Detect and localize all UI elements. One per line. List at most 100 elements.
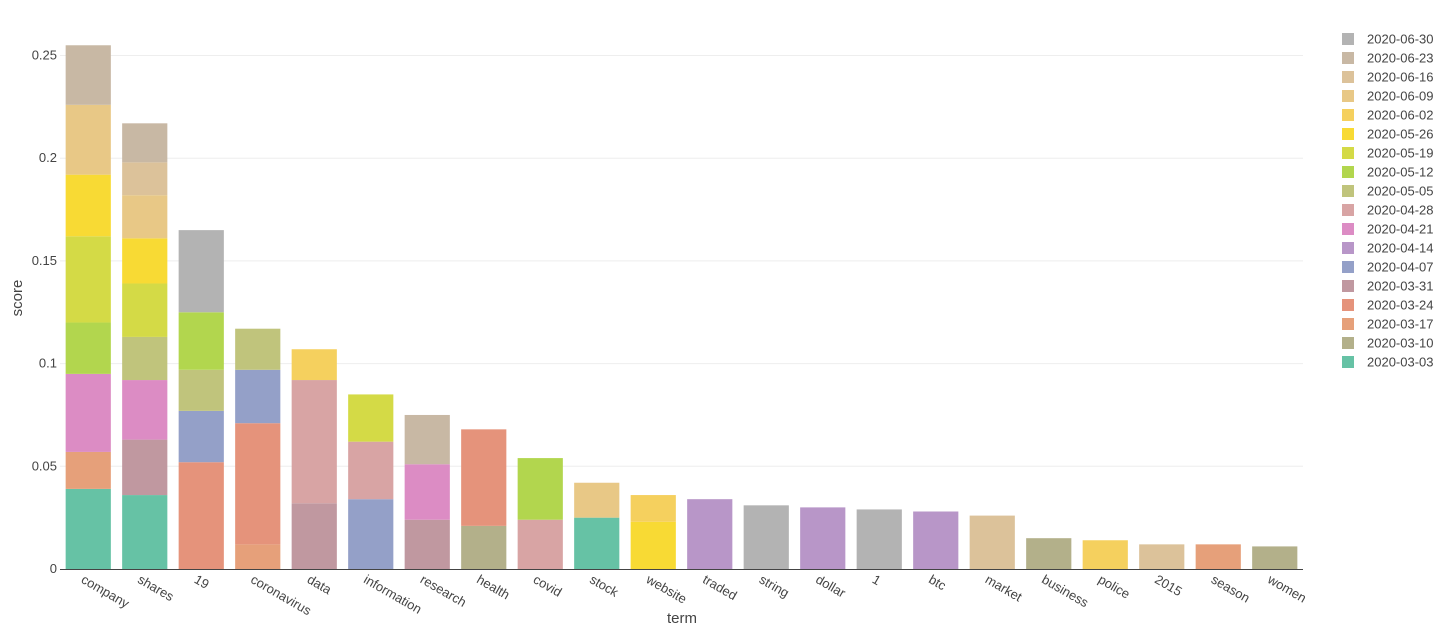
bar-segment[interactable] [743, 505, 789, 569]
bar-segment[interactable] [1252, 546, 1298, 569]
bar-segment[interactable] [122, 336, 168, 381]
bar-segment[interactable] [65, 45, 111, 105]
bar-segment[interactable] [65, 236, 111, 323]
bar-segment[interactable] [461, 429, 507, 526]
legend-label[interactable]: 2020-06-16 [1367, 70, 1434, 85]
bar-segment[interactable] [235, 369, 281, 424]
y-axis-ticks: 0 0.05 0.1 0.15 0.2 0.25 [32, 48, 57, 576]
bar-segment[interactable] [1195, 544, 1241, 569]
legend-swatch[interactable] [1342, 261, 1354, 273]
legend-label[interactable]: 2020-06-30 [1367, 32, 1434, 47]
bar-segment[interactable] [122, 162, 168, 196]
legend-swatch[interactable] [1342, 52, 1354, 64]
x-tick-label: women [1264, 571, 1309, 605]
bar-segment[interactable] [800, 507, 846, 569]
y-tick-label: 0.25 [32, 48, 57, 63]
bar-segment[interactable] [235, 544, 281, 569]
legend-swatch[interactable] [1342, 299, 1354, 311]
bar-segment[interactable] [122, 195, 168, 239]
legend-label[interactable]: 2020-05-19 [1367, 146, 1434, 161]
bar-segment[interactable] [178, 312, 224, 370]
legend-swatch[interactable] [1342, 280, 1354, 292]
bar-segment[interactable] [630, 521, 676, 569]
bar-segment[interactable] [404, 414, 450, 465]
legend-swatch[interactable] [1342, 337, 1354, 349]
y-tick-label: 0.15 [32, 253, 57, 268]
bar-segment[interactable] [65, 488, 111, 569]
bar-segment[interactable] [630, 495, 676, 522]
x-tick: btc [926, 572, 949, 594]
legend-swatch[interactable] [1342, 109, 1354, 121]
bar-segment[interactable] [65, 104, 111, 175]
bar-segment[interactable] [122, 283, 168, 337]
bar-segment[interactable] [687, 499, 733, 569]
bar-segment[interactable] [291, 503, 337, 569]
bar-segment[interactable] [1139, 544, 1185, 569]
legend-swatch[interactable] [1342, 185, 1354, 197]
legend-label[interactable]: 2020-03-10 [1367, 336, 1434, 351]
bar-segment[interactable] [178, 410, 224, 463]
legend-swatch[interactable] [1342, 147, 1354, 159]
bar-segment[interactable] [122, 439, 168, 496]
legend-swatch[interactable] [1342, 90, 1354, 102]
legend-label[interactable]: 2020-03-31 [1367, 279, 1434, 294]
bar-segment[interactable] [178, 369, 224, 411]
bar-segment[interactable] [291, 380, 337, 504]
legend-label[interactable]: 2020-03-03 [1367, 355, 1434, 370]
legend-label[interactable]: 2020-04-21 [1367, 222, 1434, 237]
bar-segment[interactable] [461, 525, 507, 569]
bar-segment[interactable] [65, 322, 111, 374]
bar-segment[interactable] [913, 511, 959, 569]
bar-segment[interactable] [1082, 540, 1128, 569]
legend-swatch[interactable] [1342, 204, 1354, 216]
bar-segment[interactable] [65, 174, 111, 237]
x-tick-label: covid [531, 572, 565, 600]
legend-label[interactable]: 2020-04-14 [1367, 241, 1434, 256]
bar-segment[interactable] [856, 509, 902, 569]
legend-swatch[interactable] [1342, 223, 1354, 235]
bar-segment[interactable] [969, 515, 1015, 569]
bar-segment[interactable] [65, 373, 111, 452]
legend-swatch[interactable] [1342, 242, 1354, 254]
legend[interactable]: 2020-06-30 2020-06-23 2020-06-16 2020-06-09… [1342, 32, 1434, 370]
x-tick: data [305, 572, 335, 598]
legend-label[interactable]: 2020-05-05 [1367, 184, 1434, 199]
legend-swatch[interactable] [1342, 71, 1354, 83]
bar-segment[interactable] [178, 462, 224, 569]
bar-segment[interactable] [574, 482, 620, 518]
bar-segment[interactable] [122, 380, 168, 440]
legend-label[interactable]: 2020-06-23 [1367, 51, 1434, 66]
bar-segment[interactable] [122, 495, 168, 569]
bar-segment[interactable] [235, 328, 281, 370]
legend-label[interactable]: 2020-05-26 [1367, 127, 1434, 142]
x-tick: 2015 [1152, 572, 1185, 599]
bar-segment[interactable] [348, 441, 394, 500]
legend-label[interactable]: 2020-03-24 [1367, 298, 1434, 313]
legend-label[interactable]: 2020-06-02 [1367, 108, 1434, 123]
bar-segment[interactable] [122, 123, 168, 163]
legend-swatch[interactable] [1342, 318, 1354, 330]
bar-segment[interactable] [348, 499, 394, 569]
bar-segment[interactable] [404, 519, 450, 569]
legend-swatch[interactable] [1342, 33, 1354, 45]
legend-label[interactable]: 2020-05-12 [1367, 165, 1434, 180]
x-tick-label: coronavirus [248, 572, 314, 619]
bar-segment[interactable] [574, 517, 620, 569]
bar-segment[interactable] [122, 238, 168, 284]
legend-label[interactable]: 2020-04-07 [1367, 260, 1434, 275]
bar-segment[interactable] [517, 519, 563, 569]
legend-label[interactable]: 2020-03-17 [1367, 317, 1434, 332]
bar-segment[interactable] [1026, 538, 1072, 569]
legend-label[interactable]: 2020-06-09 [1367, 89, 1434, 104]
legend-label[interactable]: 2020-04-28 [1367, 203, 1434, 218]
bar-segment[interactable] [65, 451, 111, 489]
bar-segment[interactable] [235, 423, 281, 545]
legend-swatch[interactable] [1342, 356, 1354, 368]
bar-segment[interactable] [291, 349, 337, 381]
bar-segment[interactable] [404, 464, 450, 520]
bar-segment[interactable] [348, 394, 394, 442]
legend-swatch[interactable] [1342, 128, 1354, 140]
legend-swatch[interactable] [1342, 166, 1354, 178]
bar-segment[interactable] [517, 458, 563, 520]
bar-segment[interactable] [178, 230, 224, 313]
